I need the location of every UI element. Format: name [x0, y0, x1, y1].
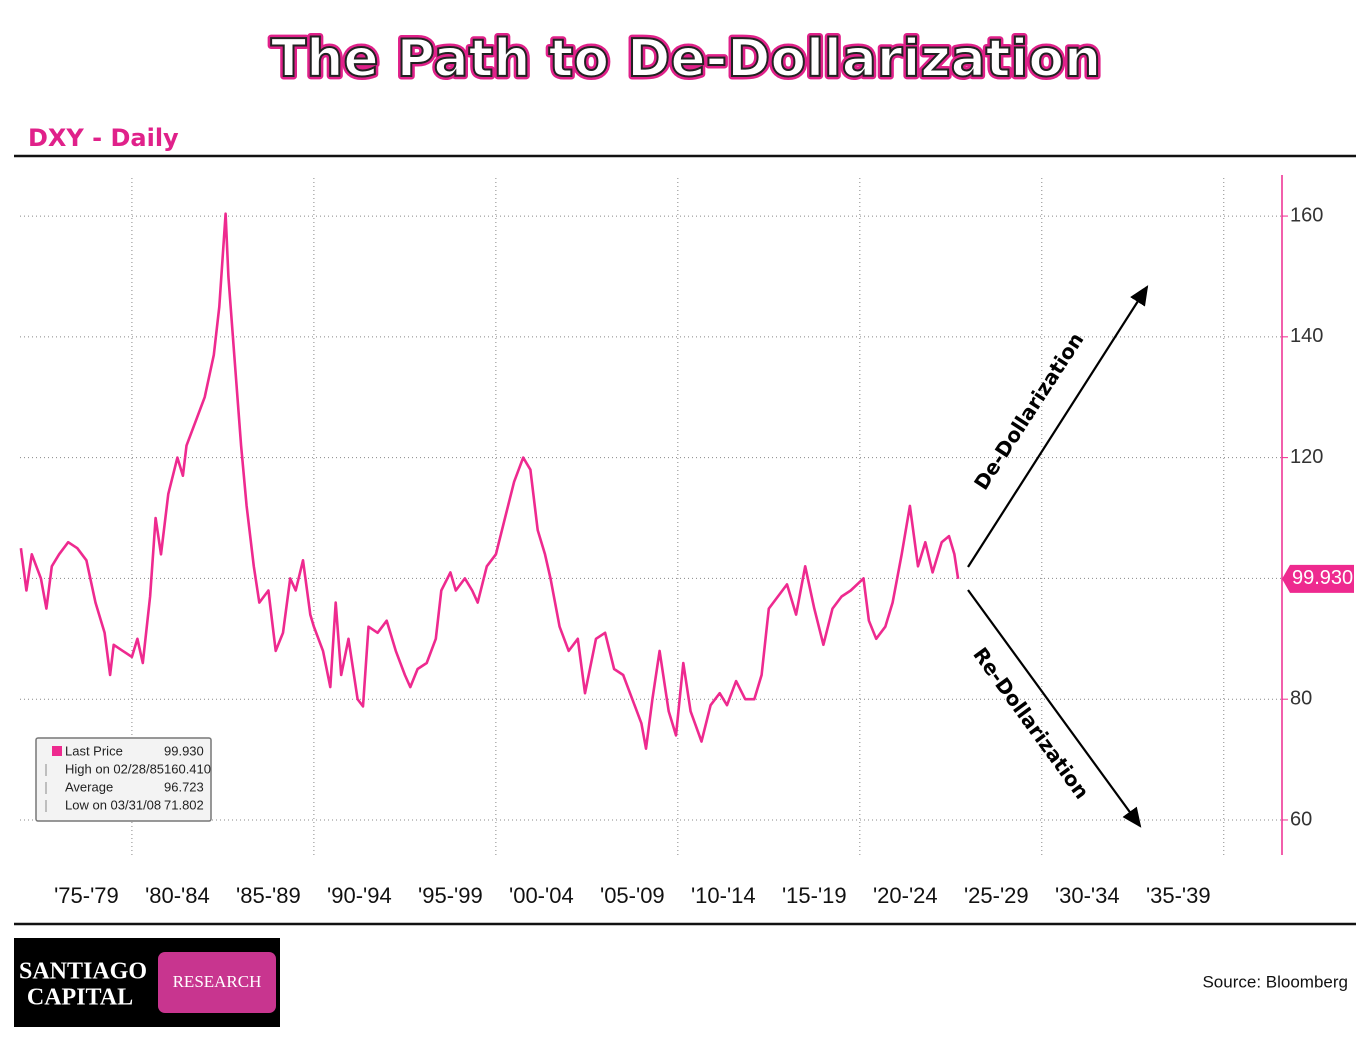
plot: 6080100120140160'75-'79'80-'84'85-'89'90… — [19, 178, 1354, 908]
x-tick-label: '90-'94 — [327, 883, 392, 908]
x-tick-label: '15-'19 — [782, 883, 847, 908]
line — [19, 212, 960, 750]
stats-value: 71.802 — [164, 797, 204, 812]
logo-tag: RESEARCH — [173, 972, 262, 991]
y-tick-label: 160 — [1290, 204, 1323, 226]
logo-text: CAPITAL — [27, 985, 133, 1011]
chart-subtitle: DXY - Daily — [28, 124, 179, 152]
stats-value: 160.410 — [164, 761, 211, 776]
x-tick-label: '80-'84 — [145, 883, 210, 908]
y-tick-label: 120 — [1290, 446, 1323, 468]
x-tick-label: '25-'29 — [964, 883, 1029, 908]
annotation: Re-Dollarization — [968, 643, 1094, 804]
last-value-tag — [1282, 564, 1354, 593]
stats-label: Last Price — [65, 743, 123, 758]
stats-label: Low on 03/31/08 — [65, 797, 161, 812]
chart-title: The Path to De-Dollarization — [271, 29, 1101, 89]
x-tick-label: '35-'39 — [1146, 883, 1211, 908]
down-arrow — [967, 589, 1142, 828]
source: Source: Bloomberg — [1202, 972, 1348, 991]
last-value-label: 99.930 — [1292, 567, 1353, 589]
logo-text: SANTIAGO — [19, 959, 147, 985]
annotation: De-Dollarization — [969, 328, 1088, 494]
x-tick-label: '20-'24 — [873, 883, 938, 908]
stats-value: 99.930 — [164, 743, 204, 758]
stats-frame — [35, 737, 212, 822]
stats-swatch — [52, 746, 62, 756]
chart-title-outline: The Path to De-Dollarization — [271, 29, 1101, 89]
x-tick-label: '00-'04 — [509, 883, 574, 908]
logo-tag-box — [158, 952, 276, 1013]
y-tick-label: 140 — [1290, 325, 1323, 347]
x-tick-label: '05-'09 — [600, 883, 665, 908]
y-tick-label: 60 — [1290, 808, 1312, 830]
stats-label: Average — [65, 779, 113, 794]
stats-value: 96.723 — [164, 779, 204, 794]
y-tick-label: 80 — [1290, 687, 1312, 709]
stats-label: High on 02/28/85 — [65, 761, 164, 776]
arrows: De-Dollarization Re-Dollarization — [967, 285, 1149, 828]
x-tick-label: '95-'99 — [418, 883, 483, 908]
x-tick-label: '85-'89 — [236, 883, 301, 908]
x-tick-label: '75-'79 — [54, 883, 119, 908]
x-tick-label: '10-'14 — [691, 883, 756, 908]
up-arrow — [967, 285, 1149, 568]
footer: SANTIAGO CAPITAL RESEARCH Source: Bloomb… — [14, 938, 1348, 1027]
x-tick-label: '30-'34 — [1055, 883, 1120, 908]
